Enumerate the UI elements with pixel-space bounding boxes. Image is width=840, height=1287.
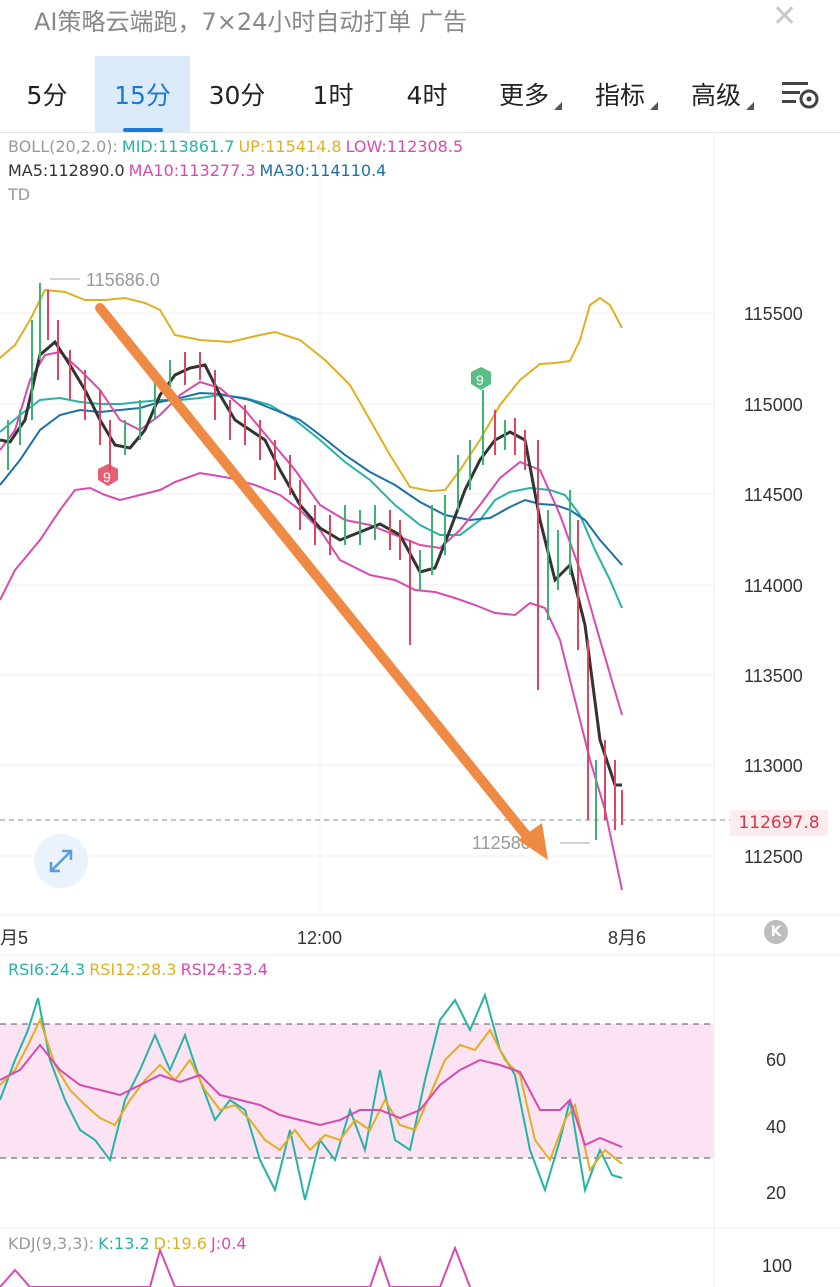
expand-chart-button[interactable] — [34, 834, 88, 888]
price-tick: 114500 — [744, 485, 803, 505]
rsi-tick: 60 — [766, 1050, 786, 1070]
ma10-line — [0, 350, 623, 716]
rsi6-value: RSI6:24.3 — [8, 960, 86, 979]
rsi24-value: RSI24:33.4 — [180, 960, 268, 979]
high-price-marker: 115686.0 — [86, 270, 160, 290]
kdj-legend: KDJ(9,3,3): K:13.2 D:19.6 J:0.4 — [8, 1234, 251, 1253]
tab-label: 5分 — [26, 81, 68, 110]
price-axis: 115500 115000 114500 114000 113500 11300… — [744, 304, 803, 867]
tab-5min[interactable]: 5分 — [4, 56, 90, 132]
rsi12-line — [0, 1017, 623, 1173]
dropdown-icon — [554, 102, 562, 110]
td-label: TD — [8, 185, 31, 204]
current-price-tag: 112697.8 — [730, 810, 828, 836]
boll-up-line — [0, 288, 623, 493]
dropdown-icon — [746, 102, 754, 110]
tab-advanced[interactable]: 高级 — [682, 56, 754, 132]
trend-arrow-annotation — [95, 303, 548, 860]
ad-banner[interactable]: AI策略云端跑，7×24小时自动打单 广告 ✕ — [0, 0, 840, 40]
rsi-tick: 40 — [766, 1117, 786, 1137]
kdj-d-value: D:19.6 — [153, 1234, 207, 1253]
tab-label: 15分 — [114, 81, 171, 110]
tab-15min[interactable]: 15分 — [95, 56, 190, 132]
tab-label: 指标 — [594, 81, 645, 110]
rsi-panel: 60 40 20 — [0, 991, 786, 1203]
expand-icon — [49, 849, 73, 873]
candles — [7, 283, 623, 840]
time-tick: 12:00 — [297, 928, 342, 948]
boll-mid: MID:113861.7 — [121, 137, 235, 156]
kdj-j-value: J:0.4 — [210, 1234, 247, 1253]
rsi24-line — [0, 1043, 623, 1148]
price-tick: 112500 — [744, 847, 803, 867]
dropdown-icon — [650, 102, 658, 110]
rsi12-value: RSI12:28.3 — [89, 960, 177, 979]
timeframe-tabs: 5分 15分 30分 1时 4时 更多 指标 高级 — [0, 56, 840, 132]
price-tick: 113500 — [744, 666, 803, 686]
k-line-toggle-button[interactable]: K — [764, 920, 788, 944]
ma10-value: MA10:113277.3 — [128, 161, 256, 180]
tab-1hour[interactable]: 1时 — [288, 56, 378, 132]
kdj-tick: 100 — [762, 1256, 792, 1276]
time-tick: 8月5 — [0, 928, 28, 948]
td-marker-sell: 9 — [98, 464, 118, 486]
price-tick: 115500 — [744, 304, 803, 324]
price-tick: 113000 — [744, 756, 803, 776]
active-tab-indicator — [122, 128, 163, 132]
time-axis: 8月5 12:00 8月6 — [0, 928, 646, 948]
rsi-tick: 20 — [766, 1183, 786, 1203]
close-icon[interactable]: ✕ — [772, 0, 798, 34]
td-marker-buy: 9 — [471, 367, 491, 390]
tabs-divider — [0, 132, 840, 133]
tab-4hour[interactable]: 4时 — [382, 56, 472, 132]
chart-grid — [0, 132, 840, 1287]
chart-settings-icon[interactable] — [780, 78, 820, 112]
price-tick: 114000 — [744, 576, 803, 596]
rsi-legend: RSI6:24.3 RSI12:28.3 RSI24:33.4 — [8, 960, 272, 979]
ma30-value: MA30:114110.4 — [259, 161, 387, 180]
ma30-line — [0, 391, 623, 566]
svg-text:9: 9 — [103, 469, 111, 485]
tab-more[interactable]: 更多 — [490, 56, 562, 132]
boll-label: BOLL(20,2.0): — [8, 137, 118, 156]
tab-label: 更多 — [498, 81, 549, 110]
boll-low-line — [0, 471, 623, 891]
boll-mid-line — [0, 393, 623, 609]
kdj-label: KDJ(9,3,3): — [8, 1234, 95, 1253]
tab-label: 1时 — [312, 81, 354, 110]
tab-indicators[interactable]: 指标 — [586, 56, 658, 132]
tab-30min[interactable]: 30分 — [192, 56, 282, 132]
tab-label: 高级 — [690, 81, 741, 110]
tab-label: 4时 — [406, 81, 448, 110]
svg-text:9: 9 — [476, 372, 484, 388]
kdj-k-line — [0, 1245, 471, 1287]
rsi6-line — [0, 991, 623, 1201]
ma5-value: MA5:112890.0 — [8, 161, 125, 180]
price-tick: 115000 — [744, 395, 803, 415]
kdj-k-value: K:13.2 — [98, 1234, 150, 1253]
ma-legend: MA5:112890.0 MA10:113277.3 MA30:114110.4 — [8, 161, 390, 180]
ad-text[interactable]: AI策略云端跑，7×24小时自动打单 广告 — [34, 8, 468, 36]
boll-legend: BOLL(20,2.0): MID:113861.7 UP:115414.8 LOW:… — [8, 137, 467, 156]
boll-low: LOW:112308.5 — [345, 137, 464, 156]
time-tick: 8月6 — [608, 928, 646, 948]
kdj-panel: 100 — [0, 1245, 792, 1287]
tab-label: 30分 — [208, 81, 266, 110]
boll-up: UP:115414.8 — [238, 137, 342, 156]
